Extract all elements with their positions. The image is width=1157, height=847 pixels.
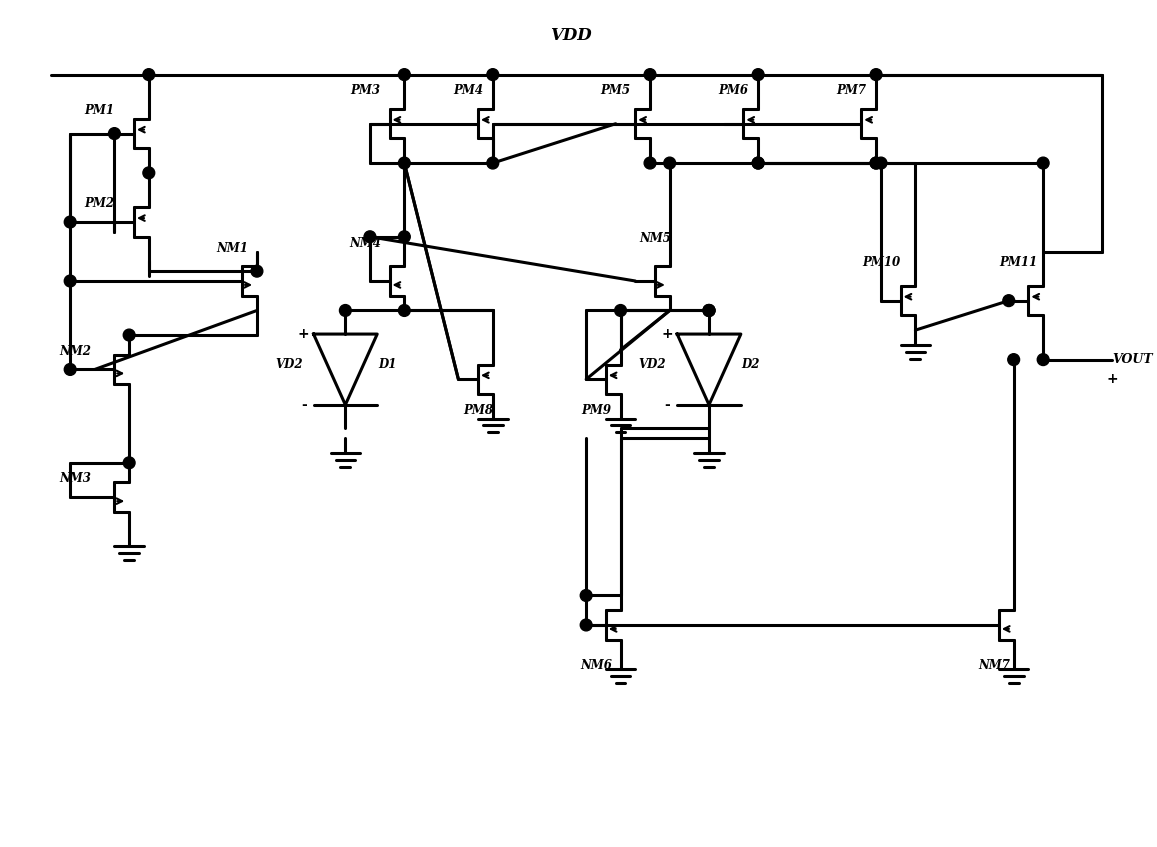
Circle shape xyxy=(124,457,135,468)
Circle shape xyxy=(703,305,715,317)
Text: PM7: PM7 xyxy=(837,84,867,97)
Circle shape xyxy=(1008,354,1019,366)
Circle shape xyxy=(398,69,411,80)
Text: PM11: PM11 xyxy=(1000,257,1038,269)
Circle shape xyxy=(339,305,352,317)
Text: PM1: PM1 xyxy=(84,104,115,117)
Text: NM5: NM5 xyxy=(639,232,671,245)
Circle shape xyxy=(614,305,626,317)
Circle shape xyxy=(664,158,676,169)
Text: PM8: PM8 xyxy=(463,404,493,417)
Circle shape xyxy=(752,158,764,169)
Text: VD2: VD2 xyxy=(275,358,303,371)
Text: +: + xyxy=(297,327,310,341)
Text: PM5: PM5 xyxy=(600,84,631,97)
Circle shape xyxy=(1003,295,1015,307)
Circle shape xyxy=(65,216,76,228)
Text: NM7: NM7 xyxy=(978,659,1010,673)
Circle shape xyxy=(251,265,263,277)
Circle shape xyxy=(581,619,592,631)
Text: VOUT: VOUT xyxy=(1112,353,1152,366)
Circle shape xyxy=(1038,354,1049,366)
Text: VDD: VDD xyxy=(551,27,592,44)
Circle shape xyxy=(870,158,882,169)
Text: NM6: NM6 xyxy=(580,659,612,673)
Circle shape xyxy=(487,69,499,80)
Circle shape xyxy=(752,69,764,80)
Text: PM9: PM9 xyxy=(581,404,611,417)
Circle shape xyxy=(644,158,656,169)
Circle shape xyxy=(1038,158,1049,169)
Circle shape xyxy=(398,231,411,242)
Text: -: - xyxy=(301,398,307,412)
Text: PM3: PM3 xyxy=(351,84,379,97)
Text: -: - xyxy=(664,398,670,412)
Circle shape xyxy=(398,158,411,169)
Circle shape xyxy=(65,275,76,287)
Circle shape xyxy=(581,590,592,601)
Circle shape xyxy=(752,158,764,169)
Text: NM3: NM3 xyxy=(59,473,91,485)
Circle shape xyxy=(644,69,656,80)
Circle shape xyxy=(870,158,882,169)
Text: PM4: PM4 xyxy=(454,84,484,97)
Text: D1: D1 xyxy=(378,358,396,371)
Circle shape xyxy=(870,69,882,80)
Circle shape xyxy=(364,231,376,242)
Circle shape xyxy=(124,329,135,341)
Text: PM2: PM2 xyxy=(84,197,115,210)
Circle shape xyxy=(703,305,715,317)
Circle shape xyxy=(143,167,155,179)
Text: D2: D2 xyxy=(742,358,760,371)
Text: VD2: VD2 xyxy=(639,358,666,371)
Circle shape xyxy=(143,69,155,80)
Text: NM1: NM1 xyxy=(216,241,249,254)
Circle shape xyxy=(487,158,499,169)
Text: PM10: PM10 xyxy=(862,257,900,269)
Circle shape xyxy=(875,158,887,169)
Circle shape xyxy=(65,363,76,375)
Text: +: + xyxy=(1106,373,1118,386)
Circle shape xyxy=(703,305,715,317)
Circle shape xyxy=(398,305,411,317)
Circle shape xyxy=(109,128,120,140)
Text: NM2: NM2 xyxy=(59,345,91,357)
Text: PM6: PM6 xyxy=(718,84,749,97)
Text: NM4: NM4 xyxy=(349,236,381,250)
Text: +: + xyxy=(662,327,673,341)
